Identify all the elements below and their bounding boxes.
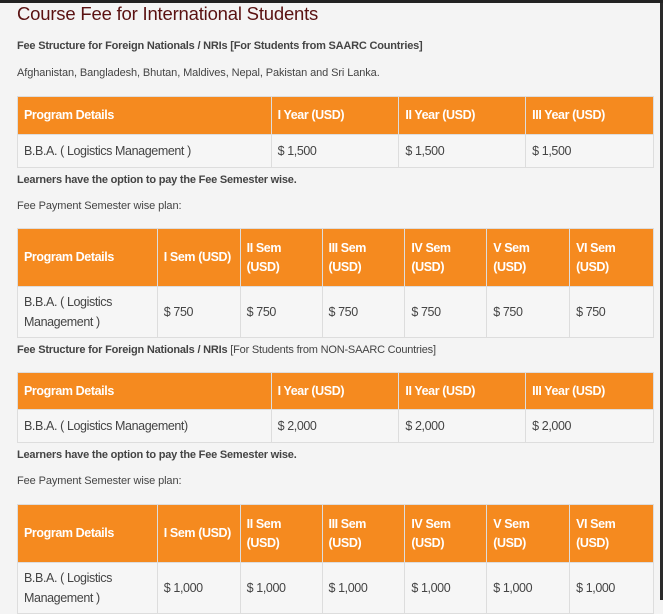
header-cell: V Sem (USD) — [486, 228, 571, 287]
fee-cell: $ 750 — [156, 286, 241, 338]
header-cell: V Sem (USD) — [486, 504, 571, 563]
fee-cell: $ 2,000 — [525, 409, 654, 443]
fee-cell: $ 1,000 — [239, 562, 323, 614]
fee-cell: $ 1,500 — [398, 134, 527, 168]
non-saarc-plan-label: Fee Payment Semester wise plan: — [17, 475, 182, 487]
top-bar — [0, 0, 663, 3]
header-cell: Program Details — [17, 228, 158, 287]
non-saarc-year-fee-table: Program Details I Year (USD) II Year (US… — [17, 372, 654, 443]
table-row: B.B.A. ( Logistics Management) $ 2,000 $… — [17, 409, 654, 443]
fee-cell: $ 750 — [404, 286, 488, 338]
non-saarc-heading-bold: Fee Structure for Foreign Nationals / NR… — [17, 344, 228, 356]
header-cell: III Sem (USD) — [321, 228, 406, 287]
header-cell: I Year (USD) — [270, 96, 400, 135]
header-cell: VI Sem (USD) — [569, 504, 654, 563]
page-title: Course Fee for International Students — [17, 3, 319, 24]
header-cell: IV Sem (USD) — [404, 228, 488, 287]
header-cell: II Sem (USD) — [239, 504, 323, 563]
fee-cell: $ 1,000 — [404, 562, 488, 614]
header-cell: II Year (USD) — [398, 372, 527, 410]
non-saarc-option-note: Learners have the option to pay the Fee … — [17, 449, 297, 461]
fee-cell: $ 2,000 — [270, 409, 400, 443]
fee-cell: $ 750 — [239, 286, 323, 338]
fee-cell: $ 1,000 — [486, 562, 571, 614]
scrollbar-edge — [660, 3, 663, 600]
table-header-row: Program Details I Sem (USD) II Sem (USD)… — [17, 228, 654, 287]
program-cell: B.B.A. ( Logistics Management ) — [17, 562, 158, 614]
saarc-countries: Afghanistan, Bangladesh, Bhutan, Maldive… — [17, 67, 380, 79]
program-cell: B.B.A. ( Logistics Management ) — [17, 134, 272, 168]
program-cell: B.B.A. ( Logistics Management ) — [17, 286, 158, 338]
header-cell: II Year (USD) — [398, 96, 527, 135]
non-saarc-semester-fee-table: Program Details I Sem (USD) II Sem (USD)… — [17, 504, 654, 614]
header-cell: VI Sem (USD) — [569, 228, 654, 287]
table-header-row: Program Details I Year (USD) II Year (US… — [17, 372, 654, 410]
fee-cell: $ 1,000 — [321, 562, 406, 614]
saarc-semester-fee-table: Program Details I Sem (USD) II Sem (USD)… — [17, 228, 654, 338]
header-cell: II Sem (USD) — [239, 228, 323, 287]
header-cell: I Year (USD) — [270, 372, 400, 410]
table-row: B.B.A. ( Logistics Management ) $ 1,500 … — [17, 134, 654, 168]
header-cell: III Sem (USD) — [321, 504, 406, 563]
table-row: B.B.A. ( Logistics Management ) $ 1,000 … — [17, 562, 654, 614]
header-cell: III Year (USD) — [525, 372, 654, 410]
non-saarc-heading-normal: [For Students from NON-SAARC Countries] — [227, 344, 436, 356]
fee-cell: $ 2,000 — [398, 409, 527, 443]
saarc-option-note: Learners have the option to pay the Fee … — [17, 174, 297, 186]
header-cell: III Year (USD) — [525, 96, 654, 135]
table-header-row: Program Details I Sem (USD) II Sem (USD)… — [17, 504, 654, 563]
non-saarc-heading: Fee Structure for Foreign Nationals / NR… — [17, 344, 436, 356]
fee-cell: $ 750 — [569, 286, 654, 338]
header-cell: I Sem (USD) — [156, 228, 241, 287]
saarc-plan-label: Fee Payment Semester wise plan: — [17, 200, 182, 212]
fee-cell: $ 1,000 — [569, 562, 654, 614]
saarc-year-fee-table: Program Details I Year (USD) II Year (US… — [17, 96, 654, 168]
fee-cell: $ 750 — [486, 286, 571, 338]
saarc-heading: Fee Structure for Foreign Nationals / NR… — [17, 40, 423, 52]
header-cell: Program Details — [17, 504, 158, 563]
header-cell: IV Sem (USD) — [404, 504, 488, 563]
fee-cell: $ 1,500 — [270, 134, 400, 168]
fee-cell: $ 750 — [321, 286, 406, 338]
header-cell: I Sem (USD) — [156, 504, 241, 563]
table-header-row: Program Details I Year (USD) II Year (US… — [17, 96, 654, 135]
program-cell: B.B.A. ( Logistics Management) — [17, 409, 272, 443]
fee-cell: $ 1,000 — [156, 562, 241, 614]
header-cell: Program Details — [17, 372, 272, 410]
table-row: B.B.A. ( Logistics Management ) $ 750 $ … — [17, 286, 654, 338]
fee-cell: $ 1,500 — [525, 134, 654, 168]
header-cell: Program Details — [17, 96, 272, 135]
